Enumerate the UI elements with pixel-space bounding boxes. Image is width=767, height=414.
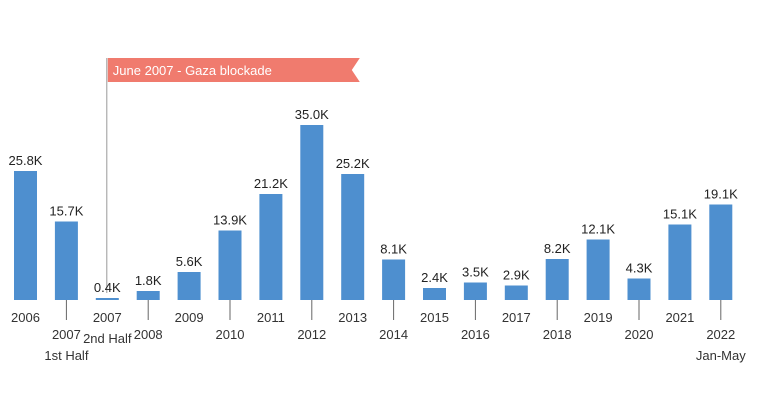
category-label-7: 2012	[297, 327, 326, 342]
category-label-8: 2013	[338, 310, 367, 325]
value-label-10: 2.4K	[421, 270, 448, 285]
value-label-7: 35.0K	[295, 107, 329, 122]
bar-2	[95, 298, 119, 300]
category-label-13: 2018	[543, 327, 572, 342]
value-label-1: 15.7K	[49, 204, 83, 219]
value-label-16: 15.1K	[663, 207, 697, 222]
value-label-15: 4.3K	[626, 261, 653, 276]
bar-0	[14, 171, 37, 300]
category-label-4: 2009	[175, 310, 204, 325]
value-label-0: 25.8K	[9, 153, 43, 168]
value-labels-layer: 25.8K 15.7K 0.4K 1.8K 5.6K 13.9K 21.2K 35.0K 25.…	[9, 107, 739, 295]
value-label-14: 12.1K	[581, 222, 615, 237]
category-label-15: 2020	[625, 327, 654, 342]
category-label-10: 2015	[420, 310, 449, 325]
category-label-12: 2017	[502, 310, 531, 325]
value-label-11: 3.5K	[462, 265, 489, 280]
bar-16	[668, 224, 692, 300]
bar-17	[709, 204, 733, 300]
value-label-17: 19.1K	[704, 187, 738, 202]
value-label-9: 8.1K	[380, 242, 407, 257]
value-label-4: 5.6K	[176, 254, 203, 269]
value-label-3: 1.8K	[135, 273, 162, 288]
bar-8	[341, 174, 365, 300]
category-label-17: 2022	[706, 327, 735, 342]
bar-5	[218, 230, 242, 300]
annotation-flag	[107, 58, 360, 82]
annotation-label: June 2007 - Gaza blockade	[113, 63, 272, 78]
value-label-8: 25.2K	[336, 156, 370, 171]
bar-1	[54, 221, 78, 300]
bar-10	[423, 288, 446, 300]
category-label-0: 2006	[11, 310, 40, 325]
bar-9	[382, 259, 406, 300]
value-label-2: 0.4K	[94, 280, 121, 295]
bar-12	[504, 285, 528, 300]
category-label-14: 2019	[584, 310, 613, 325]
category-label-16: 2021	[665, 310, 694, 325]
bar-6	[259, 194, 283, 300]
category-label-6: 2011	[257, 310, 285, 325]
bar-13	[545, 259, 569, 300]
category-label-3: 2008	[134, 327, 163, 342]
category-label-11: 2016	[461, 327, 490, 342]
category-label-2: 2007	[93, 310, 122, 325]
bar-15	[627, 278, 651, 300]
bar-7	[300, 125, 324, 300]
category-label-2-line2: 2nd Half	[83, 331, 132, 346]
bar-3	[136, 291, 160, 300]
category-label-1: 2007	[52, 327, 81, 342]
blockade-annotation: June 2007 - Gaza blockade	[106, 58, 360, 293]
category-label-1-line2: 1st Half	[44, 348, 88, 363]
value-label-5: 13.9K	[213, 213, 247, 228]
category-label-5: 2010	[216, 327, 245, 342]
value-label-13: 8.2K	[544, 241, 571, 256]
category-label-17-line2: Jan-May	[696, 348, 746, 363]
bar-4	[177, 272, 201, 300]
bars-layer	[14, 125, 733, 300]
value-label-12: 2.9K	[503, 268, 530, 283]
bar-14	[586, 239, 610, 300]
value-label-6: 21.2K	[254, 176, 288, 191]
bar-11	[463, 282, 487, 300]
category-label-9: 2014	[379, 327, 408, 342]
